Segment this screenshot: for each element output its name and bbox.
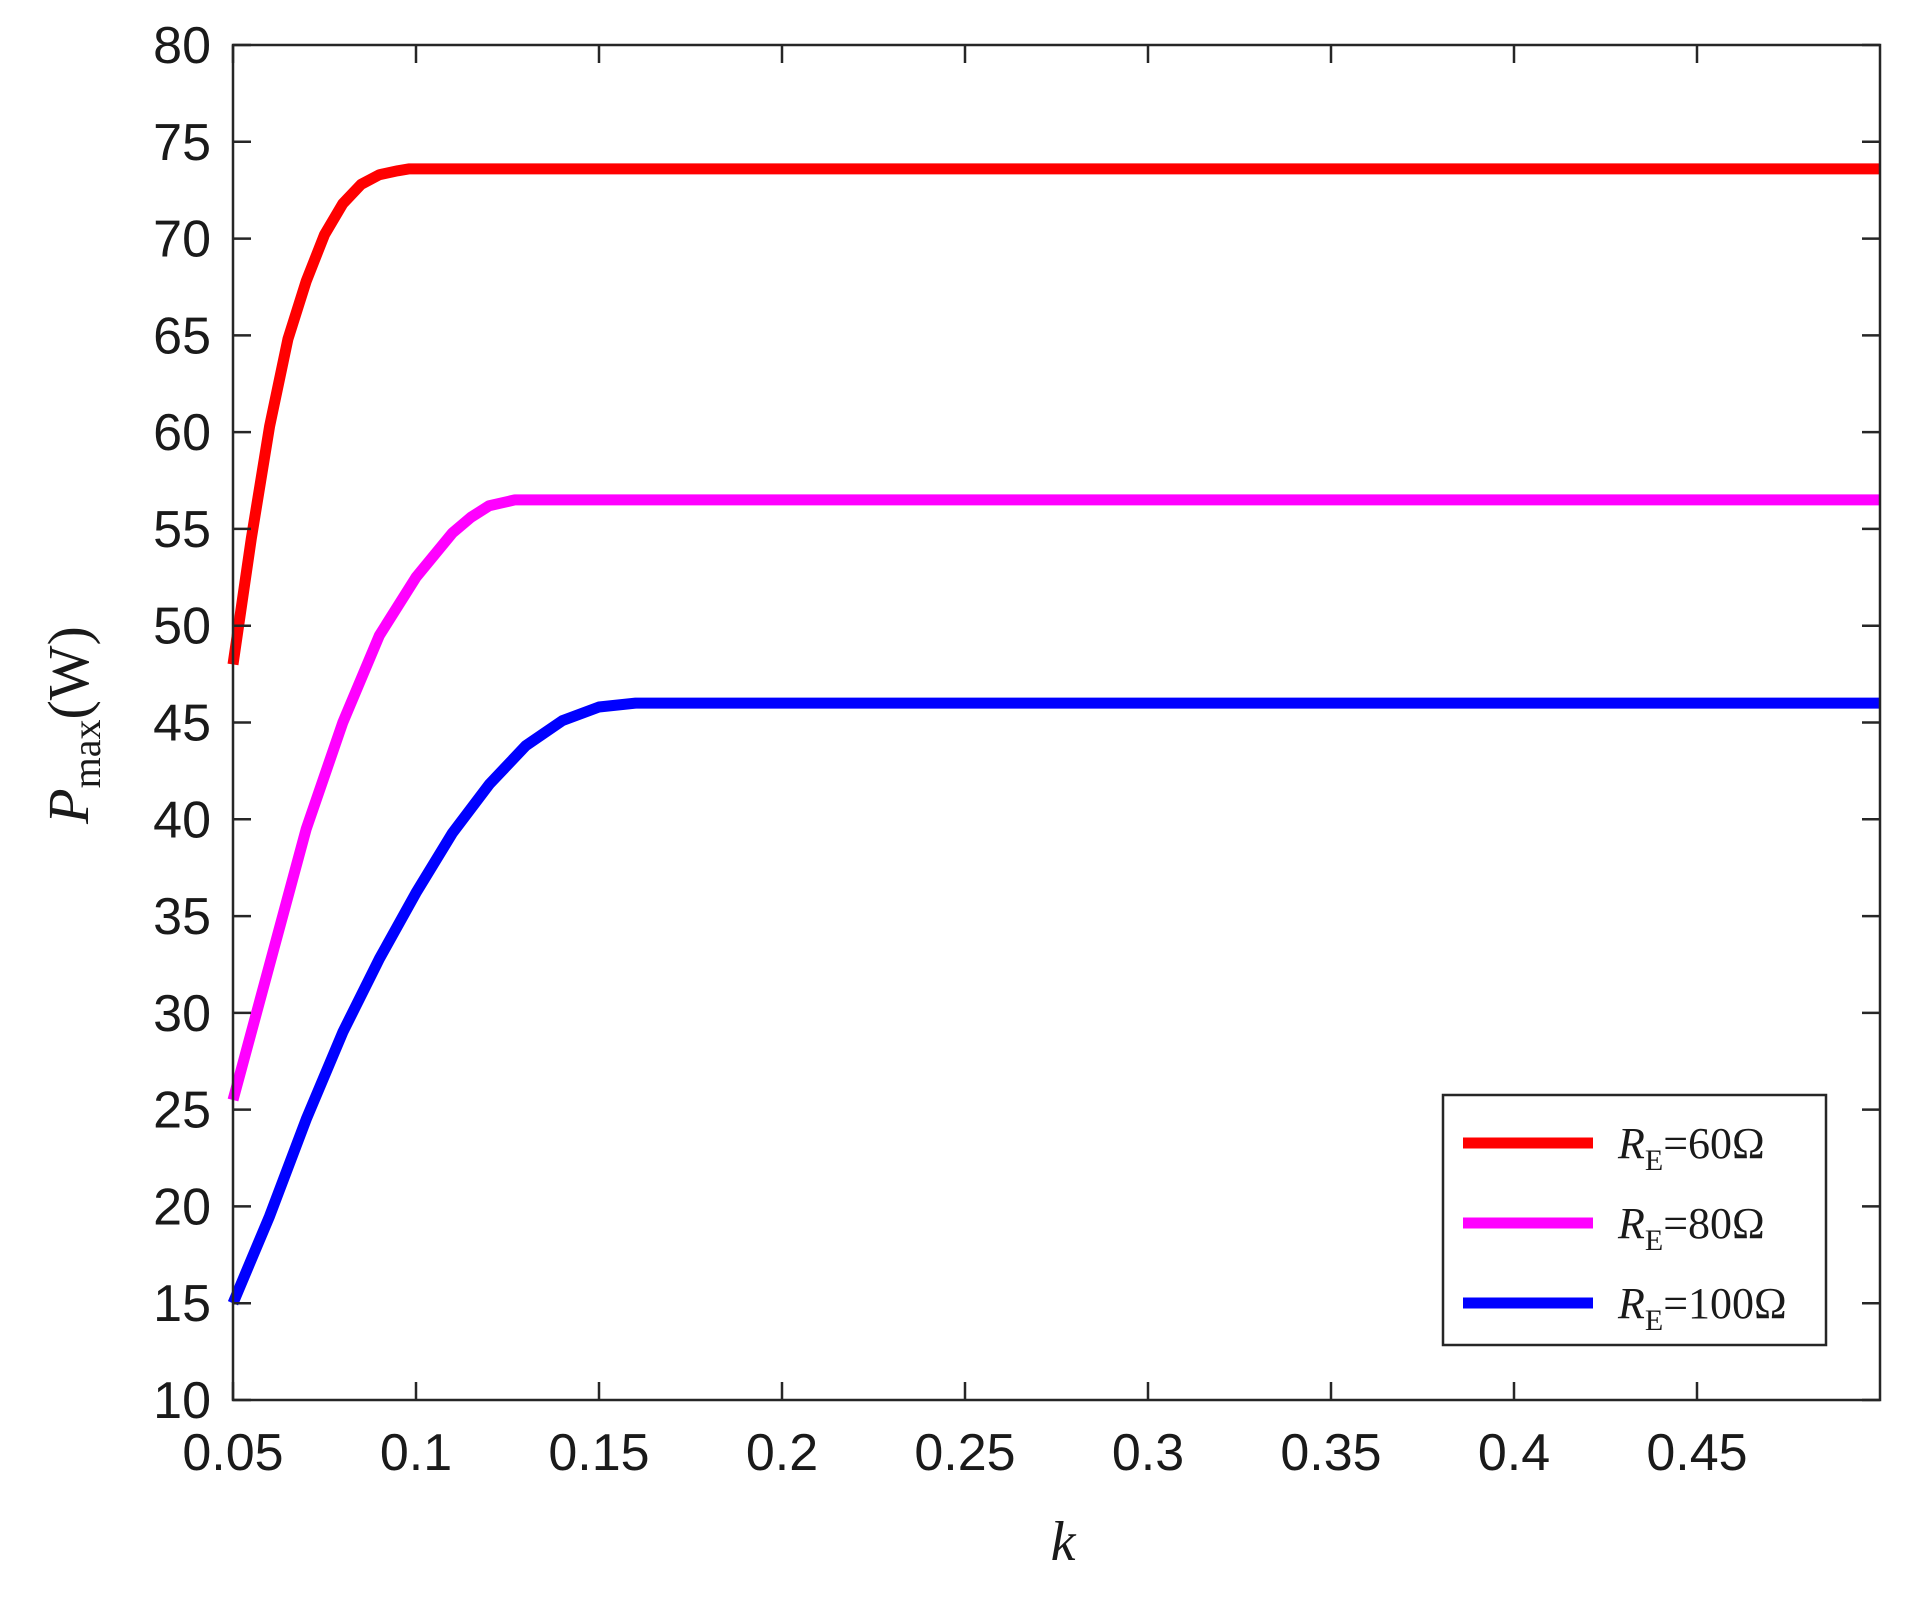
legend-label-0: RE=60Ω: [1617, 1119, 1765, 1177]
x-tick-label-0: 0.05: [182, 1424, 283, 1482]
series-line-1: [227, 494, 1880, 1102]
x-tick-label-7: 0.4: [1478, 1424, 1550, 1482]
y-tick-label-12: 70: [153, 211, 211, 269]
y-tick-label-3: 25: [153, 1082, 211, 1140]
series-layer: [227, 163, 1880, 1306]
x-tick-label-2: 0.15: [548, 1424, 649, 1482]
legend-label-sub: E: [1645, 1304, 1663, 1337]
legend-label-2: RE=100Ω: [1617, 1279, 1787, 1337]
y-axis-label: Pmax(W): [36, 626, 109, 825]
x-tick-label-8: 0.45: [1646, 1424, 1747, 1482]
x-tick-label-3: 0.2: [746, 1424, 818, 1482]
y-axis-label-sub: max: [64, 720, 109, 789]
legend-label-sub: E: [1645, 1224, 1663, 1257]
x-tick-label-4: 0.25: [914, 1424, 1015, 1482]
x-axis-label: k: [1051, 1511, 1077, 1573]
y-tick-label-4: 30: [153, 985, 211, 1043]
y-tick-label-14: 80: [153, 17, 211, 75]
legend-label-text: =80Ω: [1663, 1199, 1765, 1248]
legend-label-var: R: [1617, 1279, 1645, 1328]
legend-label-var: R: [1617, 1199, 1645, 1248]
y-axis-label-var: P: [36, 788, 101, 824]
series-line-2: [227, 697, 1880, 1306]
x-tick-label-5: 0.3: [1112, 1424, 1184, 1482]
y-tick-label-5: 35: [153, 888, 211, 946]
y-tick-label-6: 40: [153, 791, 211, 849]
y-tick-label-2: 20: [153, 1178, 211, 1236]
series-line-0: [227, 163, 1880, 666]
legend-label-text: =100Ω: [1663, 1279, 1787, 1328]
x-tick-label-1: 0.1: [380, 1424, 452, 1482]
y-tick-label-13: 75: [153, 114, 211, 172]
y-tick-label-11: 65: [153, 307, 211, 365]
y-tick-label-0: 10: [153, 1372, 211, 1430]
x-tick-label-6: 0.35: [1280, 1424, 1381, 1482]
y-tick-label-7: 45: [153, 695, 211, 753]
y-tick-label-9: 55: [153, 501, 211, 559]
legend-label-1: RE=80Ω: [1617, 1199, 1765, 1257]
y-tick-label-10: 60: [153, 404, 211, 462]
y-axis-label-unit: (W): [36, 626, 101, 719]
axes-layer: 0.05 0.1 0.15 0.2 0.25 0.3 0.35 0.4 0.45 10 15 20 25…: [153, 17, 1882, 1482]
y-tick-label-8: 50: [153, 598, 211, 656]
y-tick-label-1: 15: [153, 1275, 211, 1333]
legend-label-text: =60Ω: [1663, 1119, 1765, 1168]
legend-label-sub: E: [1645, 1144, 1663, 1177]
legend-label-var: R: [1617, 1119, 1645, 1168]
